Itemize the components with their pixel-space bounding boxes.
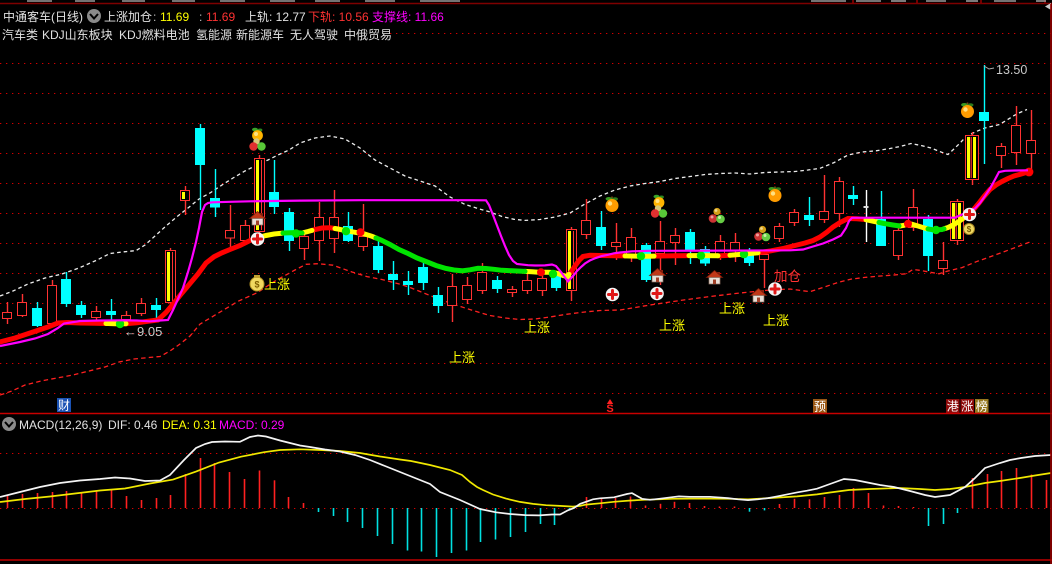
svg-text:无人驾驶: 无人驾驶 — [290, 27, 338, 42]
svg-text:上涨: 上涨 — [659, 318, 685, 333]
svg-text:DIF: 0.46: DIF: 0.46 — [108, 418, 158, 432]
svg-text:上涨: 上涨 — [449, 350, 475, 365]
svg-text:13.50: 13.50 — [996, 63, 1027, 77]
svg-text:KDJ燃料电池: KDJ燃料电池 — [119, 27, 190, 42]
svg-text:预: 预 — [814, 400, 826, 414]
svg-text:氢能源: 氢能源 — [196, 27, 232, 42]
svg-text:财: 财 — [58, 399, 70, 413]
svg-text:上涨: 上涨 — [719, 301, 745, 316]
svg-text:$: $ — [254, 280, 259, 290]
svg-text:中通客车(日线): 中通客车(日线) — [3, 9, 83, 24]
svg-text:支撑线: 11.66: 支撑线: 11.66 — [372, 9, 444, 24]
svg-text:加仓: 加仓 — [774, 269, 802, 284]
svg-text:新能源车: 新能源车 — [236, 27, 284, 42]
svg-text:MACD(12,26,9): MACD(12,26,9) — [19, 418, 102, 432]
svg-text:下轨: 10.56: 下轨: 10.56 — [308, 10, 369, 24]
svg-text:涨: 涨 — [961, 399, 973, 414]
svg-text:上涨: 上涨 — [763, 313, 789, 328]
svg-text:中俄贸易: 中俄贸易 — [344, 27, 392, 42]
svg-text:11.69: 11.69 — [206, 10, 235, 24]
svg-text:←9.05: ←9.05 — [124, 324, 162, 339]
svg-text:$: $ — [967, 225, 972, 234]
svg-text:DEA: 0.31: DEA: 0.31 — [162, 418, 217, 432]
svg-text::: : — [153, 10, 156, 24]
svg-text:MACD: 0.29: MACD: 0.29 — [219, 418, 285, 432]
svg-text:上轨: 12.77: 上轨: 12.77 — [245, 10, 306, 24]
svg-text:KDJ山东板块: KDJ山东板块 — [42, 28, 113, 42]
svg-text:榜: 榜 — [976, 399, 988, 414]
svg-text:上涨: 上涨 — [264, 277, 290, 292]
svg-text:S: S — [606, 403, 613, 415]
svg-text:11.69: 11.69 — [160, 10, 189, 24]
svg-text::: : — [199, 10, 202, 24]
svg-text:汽车类: 汽车类 — [2, 27, 38, 42]
svg-text:上涨加仓: 上涨加仓 — [104, 9, 152, 24]
svg-text:上涨: 上涨 — [524, 320, 550, 335]
svg-text:港: 港 — [947, 400, 959, 414]
